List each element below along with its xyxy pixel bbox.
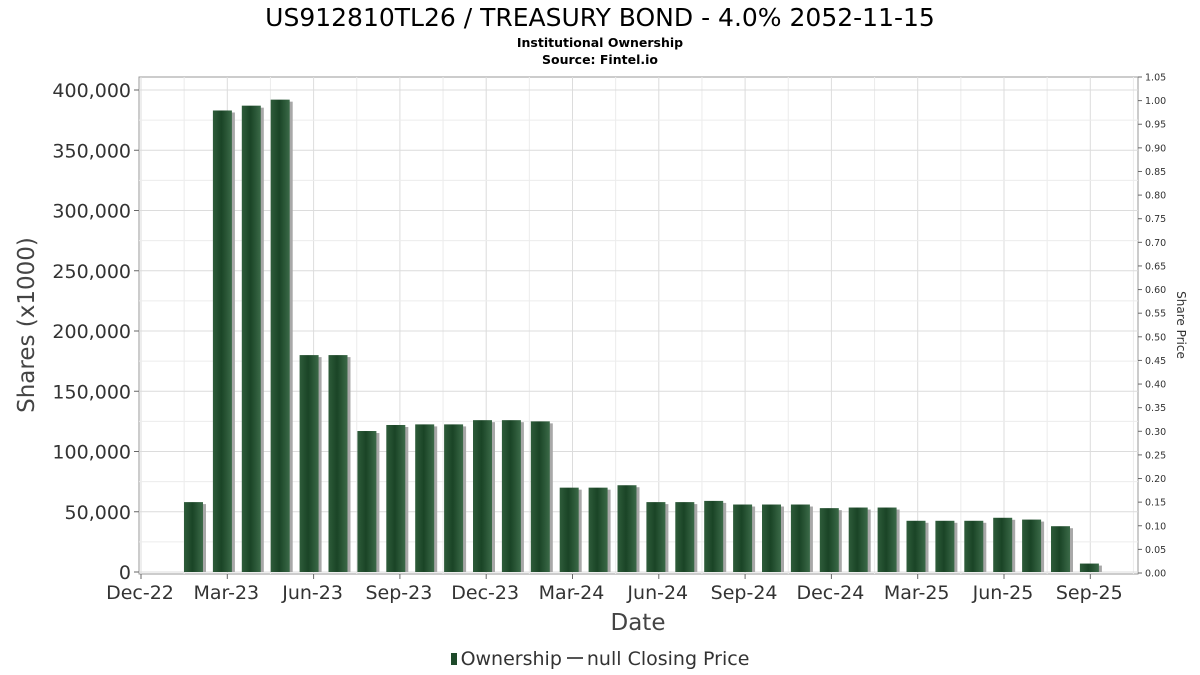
ownership-bar — [473, 420, 492, 572]
y-tick-label: 150,000 — [52, 381, 131, 403]
x-tick-label: Mar-24 — [539, 582, 605, 604]
y2-tick-label: 0.50 — [1145, 332, 1166, 343]
ownership-bar — [530, 421, 550, 572]
y-tick-label: 350,000 — [52, 140, 131, 162]
ownership-bar — [559, 487, 579, 572]
ownership-bar — [184, 502, 203, 572]
x-tick-label: Dec-22 — [106, 582, 174, 604]
ownership-bar — [270, 99, 290, 572]
x-axis-label: Date — [611, 610, 666, 636]
ownership-bar — [935, 520, 955, 572]
ownership-bar — [646, 502, 666, 572]
y2-tick-label: 0.85 — [1145, 167, 1166, 178]
ownership-bar — [328, 355, 348, 572]
ownership-bar — [675, 502, 695, 572]
x-tick-label: Mar-23 — [193, 582, 259, 604]
closing-price-legend-swatch — [566, 657, 583, 659]
y-tick-label: 100,000 — [52, 442, 131, 464]
y-axis-label: Shares (x1000) — [14, 237, 40, 413]
x-tick-label: Sep-25 — [1056, 582, 1123, 604]
ownership-bar — [964, 520, 984, 572]
y2-tick-label: 0.35 — [1145, 403, 1166, 414]
y-tick-label: 300,000 — [52, 201, 131, 223]
ownership-bar — [877, 507, 897, 572]
chart-subtitle: Institutional Ownership — [516, 35, 684, 50]
chart-source: Source: Fintel.io — [542, 52, 658, 67]
ownership-bar — [617, 485, 637, 572]
ownership-bar — [588, 487, 608, 572]
legend-ownership-label: Ownership — [460, 648, 562, 670]
ownership-bar — [1022, 519, 1042, 572]
x-tick-label: Sep-24 — [711, 582, 778, 604]
y2-tick-label: 0.15 — [1145, 498, 1166, 509]
ownership-bar — [790, 504, 810, 572]
ownership-bar — [501, 420, 521, 572]
y2-tick-label: 0.10 — [1145, 521, 1166, 532]
ownership-bar — [386, 424, 406, 572]
x-tick-label: Jun-25 — [972, 582, 1034, 604]
y2-tick-label: 0.70 — [1145, 238, 1166, 249]
chart-title: US912810TL26 / TREASURY BOND - 4.0% 2052… — [265, 3, 935, 32]
y-tick-label: 250,000 — [52, 261, 131, 283]
y2-tick-label: 0.05 — [1145, 545, 1166, 556]
y2-tick-label: 0.90 — [1145, 143, 1166, 154]
x-tick-label: Jun-24 — [626, 582, 688, 604]
y2-tick-label: 0.75 — [1145, 214, 1166, 225]
ownership-bar — [1079, 563, 1099, 572]
y-tick-label: 50,000 — [65, 502, 131, 524]
y-tick-label: 200,000 — [52, 321, 131, 343]
y2-tick-label: 0.95 — [1145, 120, 1166, 131]
y2-tick-label: 0.80 — [1145, 191, 1166, 202]
y2-tick-label: 0.30 — [1145, 427, 1166, 438]
ownership-bar — [241, 105, 261, 572]
x-tick-label: Dec-24 — [796, 582, 864, 604]
ownership-bar — [357, 431, 377, 572]
x-tick-label: Sep-23 — [365, 582, 432, 604]
y2-tick-label: 1.05 — [1145, 73, 1166, 84]
x-tick-label: Mar-25 — [884, 582, 950, 604]
ownership-bar — [212, 110, 232, 573]
ownership-bar — [1051, 526, 1070, 572]
ownership-bar — [819, 508, 839, 572]
y2-tick-label: 0.20 — [1145, 474, 1166, 485]
x-tick-label: Dec-23 — [451, 582, 519, 604]
x-tick-label: Jun-23 — [281, 582, 343, 604]
y2-tick-label: 0.40 — [1145, 380, 1166, 391]
y2-tick-label: 0.45 — [1145, 356, 1166, 367]
legend: Ownership null Closing Price — [0, 648, 1200, 670]
y2-tick-label: 0.25 — [1145, 450, 1166, 461]
ownership-bar — [704, 500, 724, 572]
ownership-bar — [444, 424, 464, 572]
y2-tick-label: 0.00 — [1145, 569, 1166, 580]
y2-tick-label: 0.65 — [1145, 261, 1166, 272]
ownership-bar — [848, 507, 868, 572]
y2-tick-label: 0.55 — [1145, 309, 1166, 320]
ownership-bar — [762, 504, 781, 572]
y2-tick-label: 1.00 — [1145, 96, 1166, 107]
y-tick-label: 0 — [119, 562, 131, 584]
y2-axis-label: Share Price — [1174, 291, 1188, 359]
ownership-legend-swatch — [450, 653, 457, 665]
y-tick-label: 400,000 — [52, 80, 131, 102]
y2-tick-label: 0.60 — [1145, 285, 1166, 296]
ownership-bar — [906, 520, 926, 572]
ownership-bar — [733, 504, 753, 572]
ownership-bar — [993, 517, 1013, 572]
legend-price-label: null Closing Price — [586, 648, 750, 670]
ownership-bar — [299, 355, 319, 572]
ownership-bar — [415, 424, 435, 572]
